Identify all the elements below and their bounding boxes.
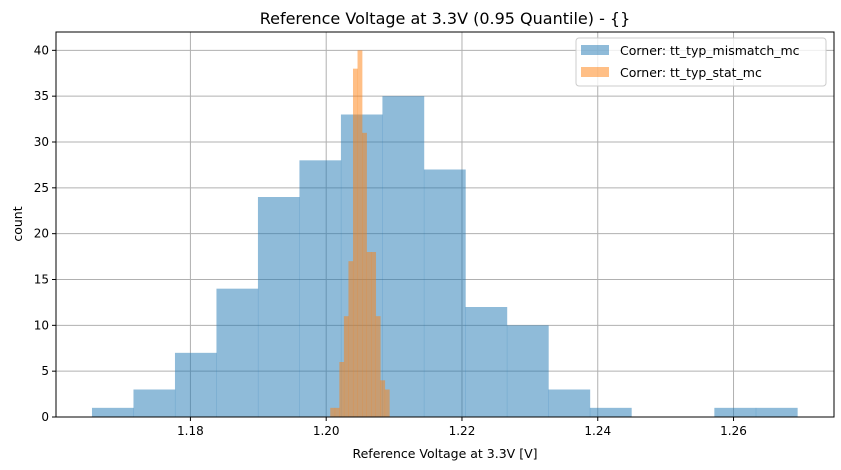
- histogram-bar-series-0: [133, 389, 176, 417]
- x-axis-label: Reference Voltage at 3.3V [V]: [352, 446, 537, 461]
- histogram-bar-series-1: [343, 316, 349, 417]
- x-tick-label: 1.20: [313, 424, 340, 438]
- y-tick-label: 25: [34, 181, 49, 195]
- histogram-bar-series-1: [366, 252, 372, 417]
- chart-title: Reference Voltage at 3.3V (0.95 Quantile…: [260, 9, 631, 28]
- histogram-bar-series-0: [174, 352, 217, 417]
- histogram-bar-series-1: [339, 362, 345, 417]
- histogram-bar-series-0: [423, 169, 466, 417]
- x-tick-label: 1.18: [177, 424, 204, 438]
- histogram-bar-series-0: [382, 96, 425, 418]
- histogram-bar-series-1: [348, 261, 354, 417]
- histogram-bar-series-0: [91, 407, 134, 417]
- y-tick-label: 0: [41, 410, 49, 424]
- histogram-bar-series-1: [357, 50, 363, 417]
- histogram-bar-series-0: [465, 307, 508, 417]
- x-tick-label: 1.22: [449, 424, 476, 438]
- histogram-bar-series-1: [330, 407, 336, 417]
- legend: Corner: tt_typ_mismatch_mc Corner: tt_ty…: [575, 37, 827, 87]
- y-tick-label: 10: [34, 318, 49, 332]
- y-tick-label: 40: [34, 43, 49, 57]
- legend-label-stat: Corner: tt_typ_stat_mc: [620, 65, 762, 80]
- histogram-bar-series-1: [334, 407, 340, 417]
- histogram-bar-series-0: [257, 197, 300, 417]
- legend-swatch-mismatch: [581, 45, 609, 55]
- y-axis-label: count: [10, 206, 25, 241]
- histogram-bar-series-0: [299, 160, 342, 418]
- plot-frame: [55, 31, 835, 418]
- histogram-bar-series-0: [714, 407, 757, 417]
- histogram-bar-series-0: [548, 389, 591, 417]
- y-tick-label: 5: [41, 364, 49, 378]
- x-tick-label: 1.26: [720, 424, 747, 438]
- y-tick-label: 15: [34, 273, 49, 287]
- y-tick-label: 20: [34, 227, 49, 241]
- y-tick-label: 30: [34, 135, 49, 149]
- y-tick-label: 35: [34, 89, 49, 103]
- histogram-bar-series-0: [589, 407, 632, 417]
- histogram-bar-series-1: [375, 316, 381, 417]
- x-tick-label: 1.24: [584, 424, 611, 438]
- histogram-bar-series-1: [352, 68, 358, 418]
- histogram-bar-series-1: [380, 380, 386, 417]
- legend-swatch-stat: [581, 67, 609, 77]
- histogram-bar-series-0: [755, 407, 798, 417]
- histogram-bar-series-1: [362, 132, 367, 418]
- histogram-bar-series-1: [384, 389, 390, 417]
- legend-label-mismatch: Corner: tt_typ_mismatch_mc: [620, 43, 800, 58]
- histogram-bar-series-1: [371, 252, 377, 417]
- histogram-bar-series-0: [216, 288, 259, 417]
- histogram-bar-series-0: [506, 325, 549, 417]
